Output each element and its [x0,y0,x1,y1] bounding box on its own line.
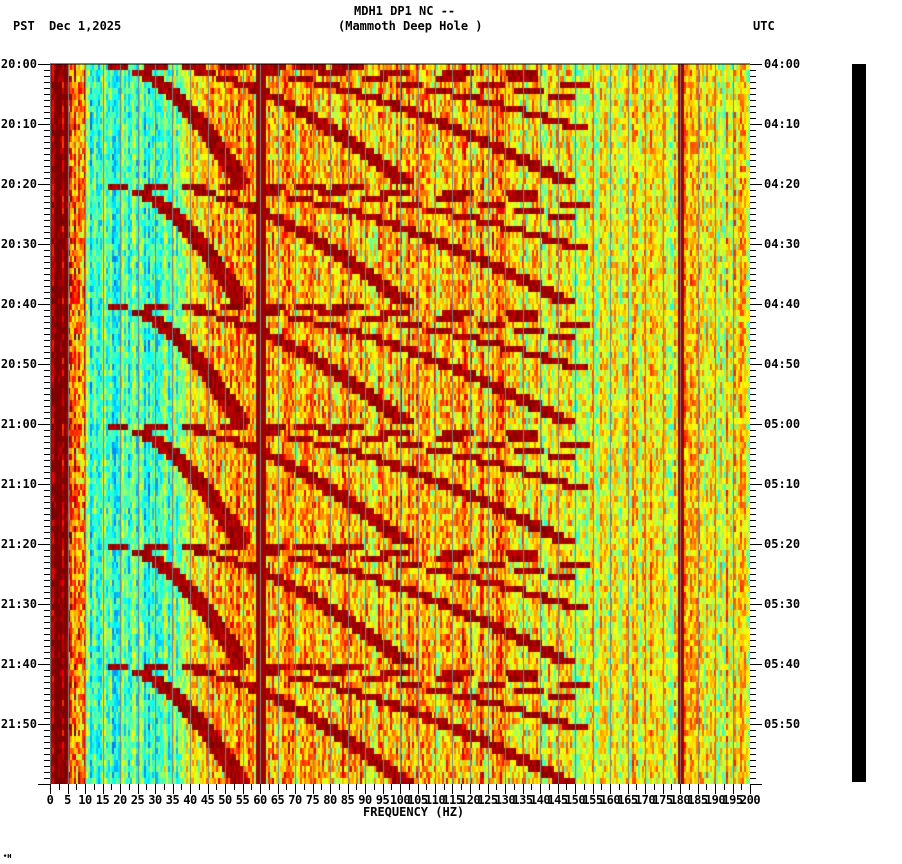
site-title: (Mammoth Deep Hole ) [338,19,483,33]
x-tick-label: 160 [599,793,621,807]
y-tick-label-left: 21:10 [0,477,37,491]
x-tick-label: 25 [130,793,145,807]
colorbar [852,64,866,782]
x-tick-label: 140 [529,793,551,807]
x-tick-label: 110 [424,793,446,807]
footer-mark: ∙ʜ [3,852,12,860]
y-tick-label-right: 04:30 [764,237,801,251]
x-tick-label: 105 [407,793,428,807]
x-tick-label: 125 [477,793,498,807]
x-tick-label: 200 [739,793,761,807]
y-tick-label-left: 21:40 [0,657,37,671]
y-tick-label-left: 21:30 [0,597,37,611]
x-tick-label: 180 [669,793,691,807]
x-tick-label: 35 [165,793,180,807]
y-tick-label-right: 04:10 [764,117,801,131]
spectrogram-plot [50,64,750,784]
x-tick-label: 40 [183,793,197,807]
y-tick-label-right: 05:00 [764,417,801,431]
x-tick-label: 85 [340,793,355,807]
x-tick-label: 50 [218,793,232,807]
y-tick-label-left: 20:40 [0,297,37,311]
x-tick-label: 145 [547,793,568,807]
x-tick-label: 185 [687,793,708,807]
y-tick-label-left: 21:50 [0,717,37,731]
y-tick-label-left: 20:10 [0,117,37,131]
x-tick-label: 45 [200,793,215,807]
x-tick-label: 195 [722,793,743,807]
x-tick-label: 165 [617,793,638,807]
y-tick-label-right: 04:50 [764,357,801,371]
y-tick-label-right: 04:20 [764,177,801,191]
x-tick-label: 0 [46,793,54,807]
x-tick-label: 95 [375,793,390,807]
x-tick-label: 65 [270,793,285,807]
y-tick-label-right: 04:00 [764,57,801,71]
y-tick-label-left: 20:50 [0,357,37,371]
x-tick-label: 10 [78,793,92,807]
x-tick-label: 190 [704,793,726,807]
x-tick-label: 100 [389,793,411,807]
x-tick-label: 135 [512,793,533,807]
x-tick-label: 170 [634,793,656,807]
y-tick-label-left: 20:20 [0,177,37,191]
x-tick-label: 20 [113,793,127,807]
station-title: MDH1 DP1 NC -- [354,4,456,18]
y-tick-label-left: 21:00 [0,417,37,431]
x-tick-label: 60 [253,793,267,807]
x-tick-label: 75 [305,793,320,807]
x-tick-label: 120 [459,793,481,807]
right-timezone-label: UTC [753,19,775,33]
y-tick-label-left: 20:30 [0,237,37,251]
y-tick-label-right: 05:50 [764,717,801,731]
x-tick-label: 15 [95,793,110,807]
date-label: Dec 1,2025 [49,19,122,33]
x-tick-label: 150 [564,793,586,807]
x-tick-label: 115 [442,793,463,807]
x-tick-label: 175 [652,793,673,807]
x-tick-label: 70 [288,793,302,807]
y-tick-label-left: 20:00 [0,57,37,71]
x-tick-label: 130 [494,793,516,807]
x-tick-label: 155 [582,793,603,807]
x-tick-label: 30 [148,793,162,807]
y-tick-label-right: 05:40 [764,657,801,671]
y-tick-label-right: 05:10 [764,477,801,491]
y-tick-label-right: 05:30 [764,597,801,611]
y-tick-label-right: 04:40 [764,297,801,311]
y-tick-label-left: 21:20 [0,537,37,551]
y-tick-label-right: 05:20 [764,537,801,551]
x-tick-label: 5 [64,793,71,807]
x-tick-label: 80 [323,793,337,807]
x-tick-label: 90 [358,793,372,807]
left-timezone-label: PST [13,19,35,33]
x-tick-label: 55 [235,793,250,807]
x-axis-title: FREQUENCY (HZ) [363,805,465,819]
